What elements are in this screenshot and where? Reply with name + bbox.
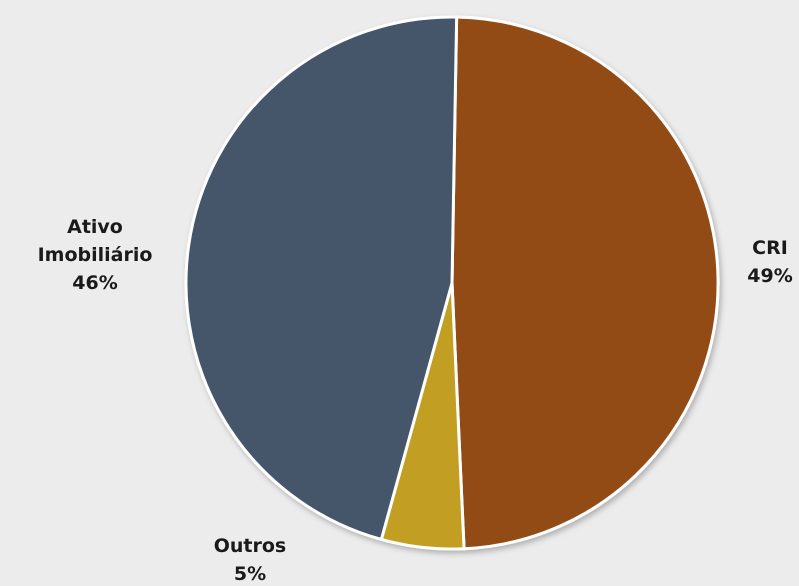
slice-label-cri-name: CRI bbox=[752, 237, 788, 259]
slice-label-cri-value: 49% bbox=[747, 265, 793, 287]
slice-label-outros-value: 5% bbox=[233, 563, 267, 585]
slice-label-ativo-imobiliario: Ativo Imobiliário 46% bbox=[15, 213, 175, 297]
slice-label-cri: CRI 49% bbox=[735, 234, 799, 290]
slice-label-ativo-value: 46% bbox=[72, 272, 118, 294]
pie-slice-cri bbox=[450, 15, 720, 551]
slice-label-ativo-line1: Ativo bbox=[67, 216, 123, 238]
slice-label-outros-name: Outros bbox=[213, 535, 287, 557]
slice-label-ativo-line2: Imobiliário bbox=[37, 244, 153, 266]
slice-label-outros: Outros 5% bbox=[195, 532, 305, 586]
pie-slices bbox=[184, 15, 720, 551]
pie-slice-ativo-imobili-rio bbox=[184, 15, 459, 541]
